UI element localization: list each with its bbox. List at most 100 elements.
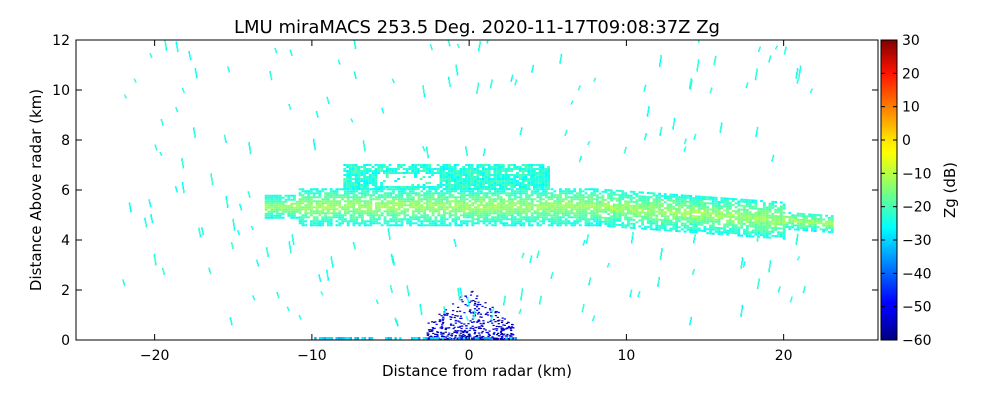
cloud-cell [652,208,656,211]
cloud-cell [542,218,545,221]
cloud-cell [525,208,528,211]
ground-cell [436,337,440,340]
cloud-cell [638,215,642,218]
cloud-cell [808,223,812,226]
cloud-cell [618,209,622,212]
cloud-cell [343,184,347,186]
sparse-echo [638,293,640,296]
sparse-echo [240,208,243,211]
cloud-cell [341,218,344,221]
cloud-cell [527,222,531,225]
ground-cell [349,337,352,340]
cloud-cell [301,218,305,221]
cloud-cell [479,174,483,176]
cloud-cell [717,223,721,226]
cloud-cell [663,195,667,198]
cloud-cell [309,190,313,193]
cloud-cell [516,210,520,213]
cloud-cell [468,192,472,195]
cloud-cell [689,217,693,219]
clutter-cell [474,335,478,338]
cloud-cell [530,164,533,166]
cloud-cell [360,222,364,225]
cloud-cell [273,198,277,201]
cloud-cell [471,222,475,225]
sparse-echo [504,295,506,300]
sparse-echo [228,70,231,73]
cloud-cell [521,180,525,182]
cloud-cell [590,202,594,205]
cloud-cell [471,212,475,215]
cloud-cell [641,203,645,206]
cloud-cell [762,210,766,213]
cloud-cell [521,188,525,190]
cloud-cell [454,218,458,221]
sparse-echo [287,308,289,310]
cloud-cell [553,206,557,209]
cloud-cell [547,188,550,190]
sparse-echo [317,115,319,118]
clutter-cell [441,322,444,324]
cloud-cell [499,212,503,215]
cloud-cell [457,216,461,219]
sparse-echo [233,222,235,227]
cloud-cell [504,180,508,182]
cloud-cell [632,226,636,229]
cloud-cell [618,199,622,202]
cloud-cell [312,196,316,199]
cloud-cell [805,217,809,220]
cloud-cell [425,170,429,172]
ground-cell [474,337,477,340]
cloud-cell [714,208,718,211]
cloud-cell [443,210,446,213]
cloud-cell [587,206,591,209]
sparse-echo [289,245,291,250]
sparse-echo [797,79,799,82]
cloud-cell [504,176,508,178]
sparse-echo [588,280,591,283]
cloud-cell [436,186,440,188]
cloud-cell [737,222,741,225]
cloud-cell [309,210,313,213]
cloud-cell [448,180,451,182]
cloud-cell [550,218,554,221]
cloud-cell [346,172,349,174]
cloud-cell [808,215,812,218]
sparse-echo [276,291,279,295]
sparse-echo [587,234,589,238]
sparse-echo [486,41,489,44]
cloud-cell [502,222,506,225]
cloud-cell [728,213,732,216]
cloud-cell [751,231,755,234]
cloud-cell [400,220,404,223]
sparse-echo [530,257,532,261]
sparse-echo [327,99,329,102]
sparse-echo [248,142,250,147]
cloud-cell [641,207,645,210]
cloud-cell [403,216,407,219]
sparse-echo [392,80,395,82]
cloud-cell [276,196,279,199]
cloud-cell [368,178,372,180]
cloud-cell [352,194,356,197]
cloud-cell [273,208,277,211]
sparse-echo [585,240,588,244]
cloud-cell [646,211,650,214]
cloud-cell [394,212,398,215]
clutter-cell [503,338,507,340]
cloud-cell [451,194,455,197]
cloud-cell [476,166,480,168]
cloud-cell [539,216,543,219]
cloud-cell [360,218,364,221]
cloud-cell [369,194,373,197]
cloud-cell [624,200,628,203]
cloud-cell [638,225,642,228]
cloud-cell [553,202,557,205]
cloud-cell [649,228,653,231]
cloud-cell [604,216,608,219]
cloud-cell [440,194,444,197]
sparse-echo [318,274,320,277]
cloud-cell [417,210,421,213]
cloud-cell [711,226,715,229]
sparse-echo [252,297,255,299]
